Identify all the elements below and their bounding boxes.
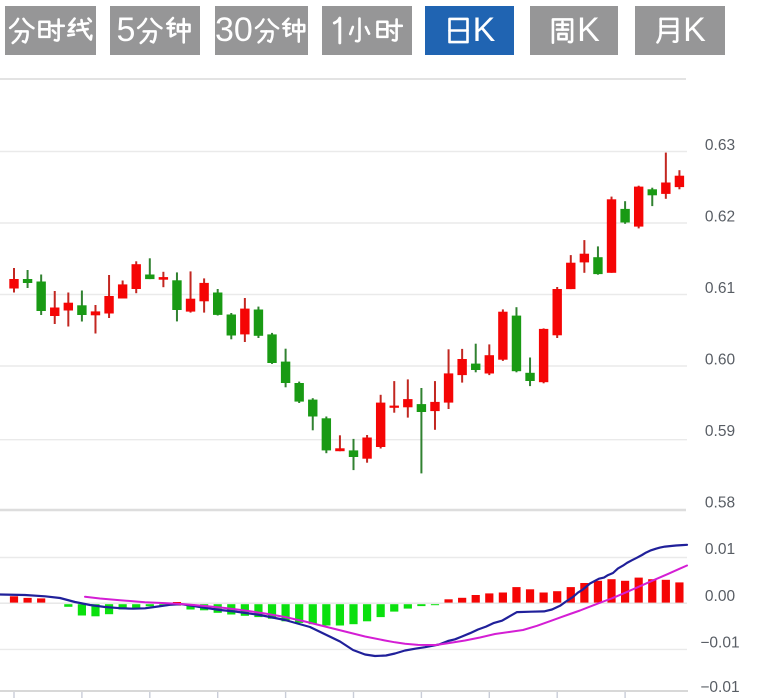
- svg-text:0.61: 0.61: [705, 280, 735, 297]
- svg-text:0.00: 0.00: [705, 588, 736, 605]
- svg-text:−0.01: −0.01: [700, 679, 739, 696]
- svg-text:0.01: 0.01: [705, 541, 735, 558]
- svg-text:0.60: 0.60: [705, 351, 736, 368]
- svg-text:−0.01: −0.01: [700, 634, 739, 651]
- svg-text:0.58: 0.58: [705, 494, 735, 511]
- svg-text:0.63: 0.63: [705, 137, 735, 154]
- svg-text:0.59: 0.59: [705, 423, 735, 440]
- svg-text:0.62: 0.62: [705, 208, 735, 225]
